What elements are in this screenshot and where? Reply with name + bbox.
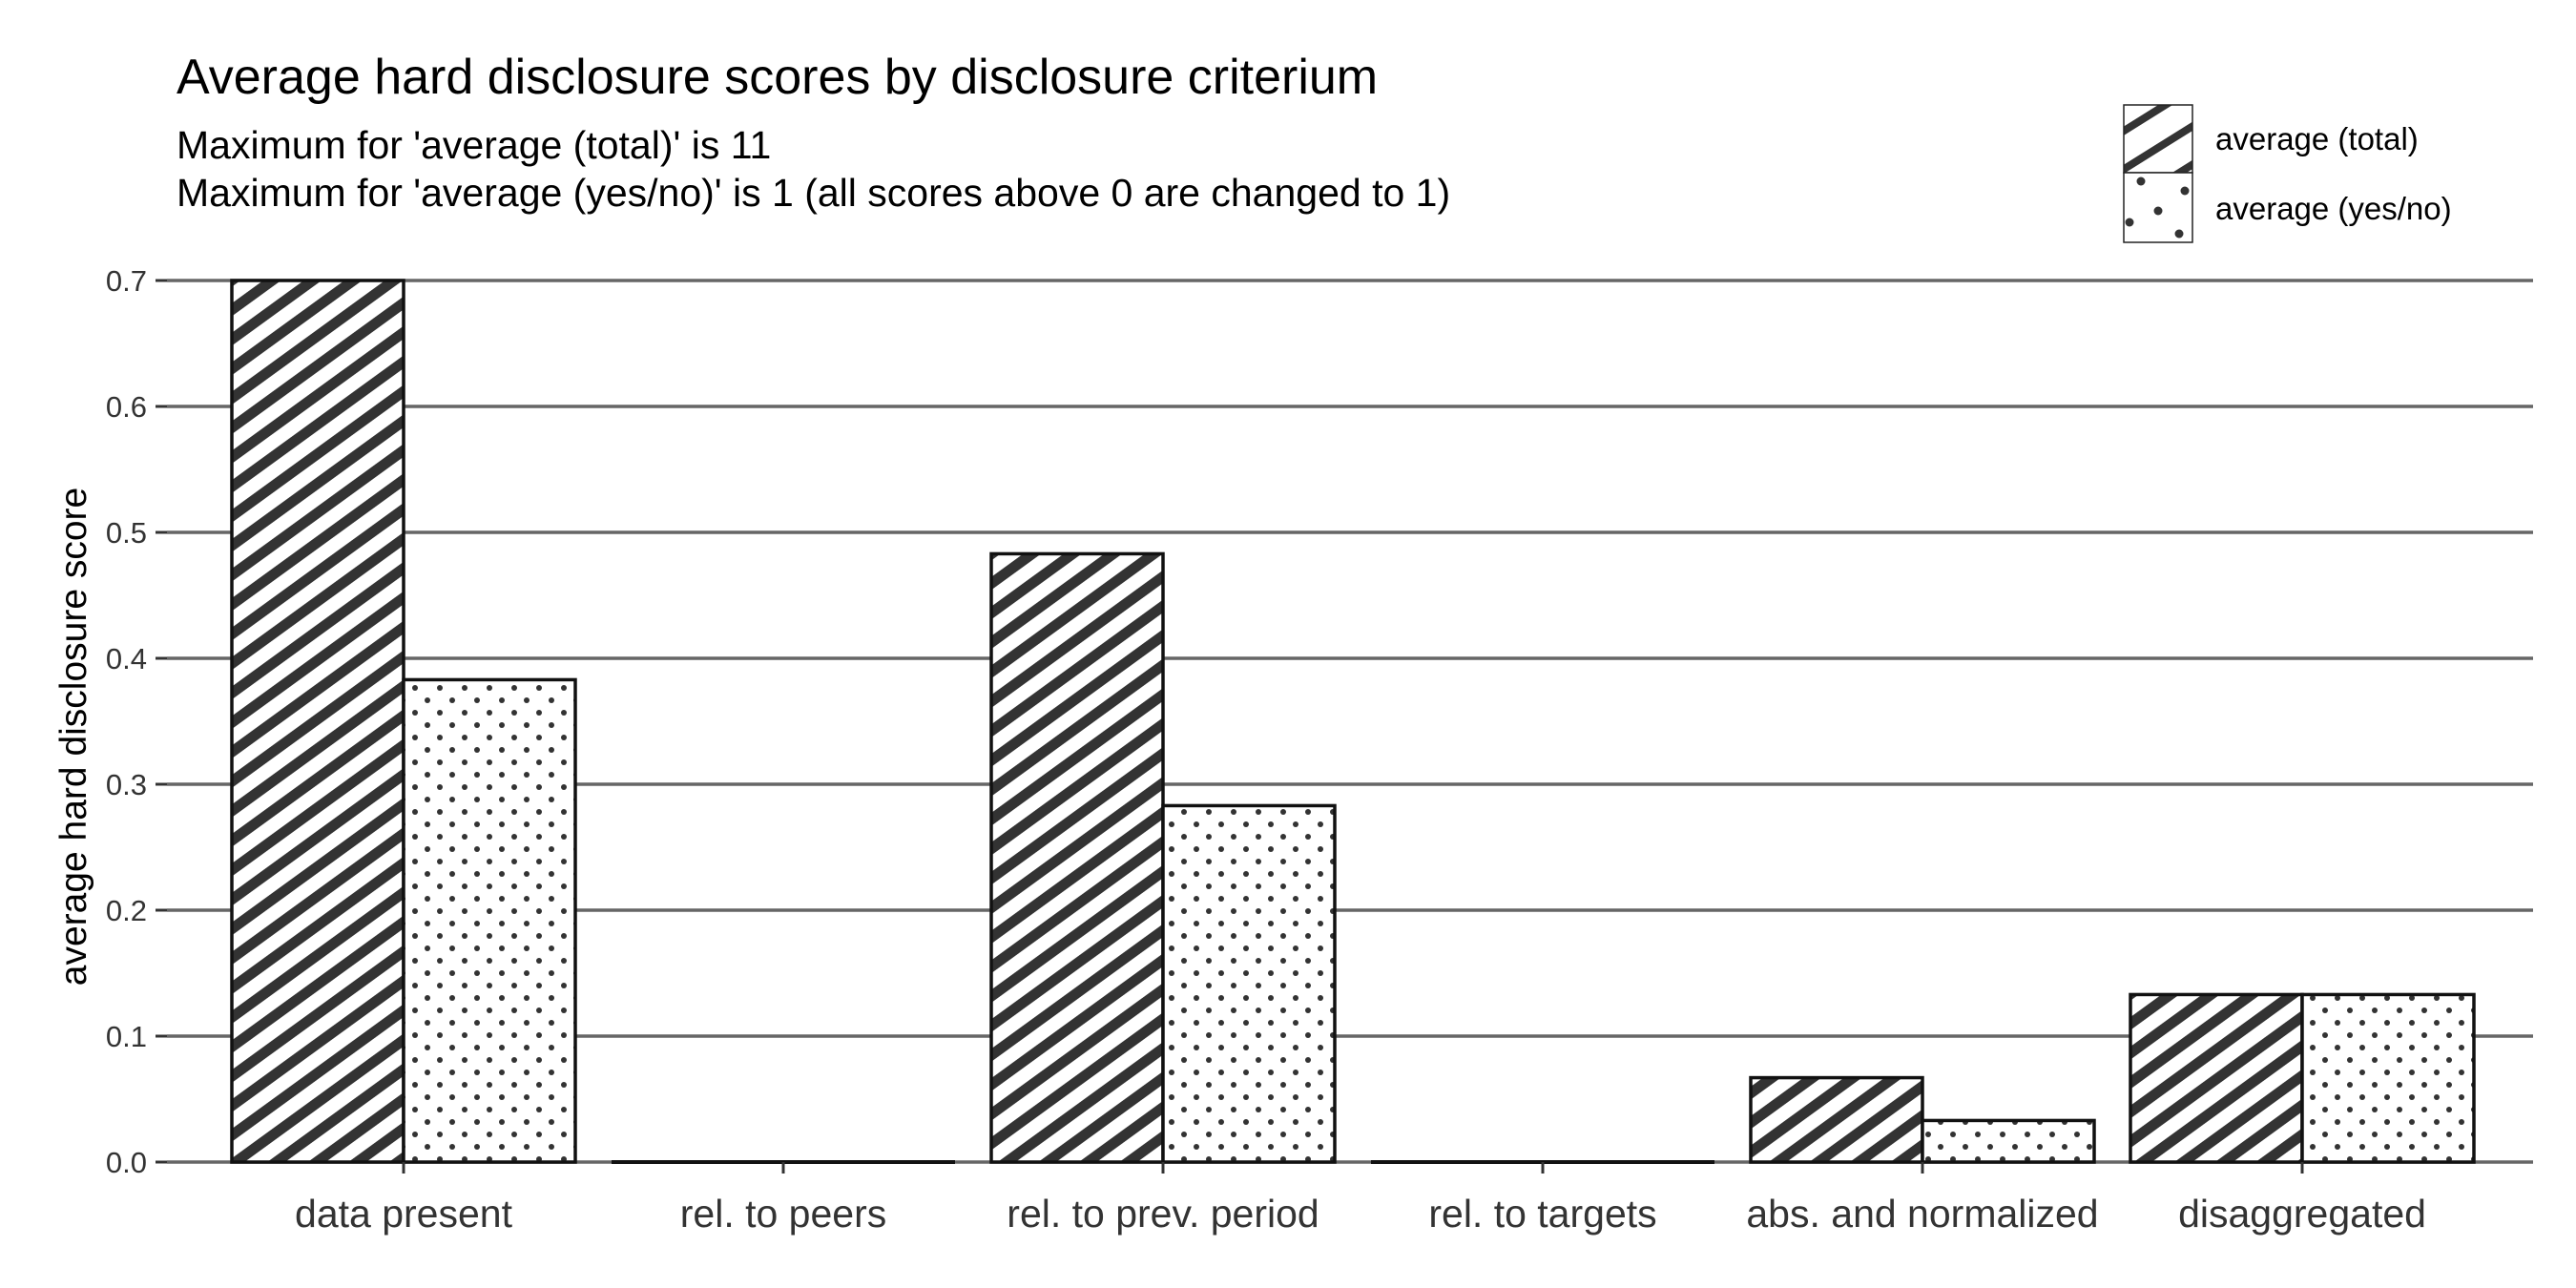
- y-axis-label: average hard disclosure score: [53, 488, 94, 986]
- y-tick-label: 0.0: [106, 1146, 147, 1179]
- x-tick-label: rel. to targets: [1428, 1192, 1656, 1236]
- legend: average (total) average (yes/no): [2123, 104, 2452, 243]
- bars: [230, 279, 2476, 1164]
- legend-swatch-dot: [2153, 206, 2163, 216]
- y-tick-label: 0.5: [106, 516, 147, 550]
- legend-swatch-dot: [2136, 177, 2146, 186]
- x-tick-label: rel. to prev. period: [1007, 1192, 1319, 1236]
- bar-average-total-rel-to-prev-period: [989, 551, 1165, 1164]
- bar-average-total-data-present: [230, 279, 405, 1164]
- legend-swatch-dot: [2180, 186, 2190, 196]
- x-axis-ticks: data present rel. to peers rel. to prev. p…: [295, 1162, 2426, 1236]
- bar-average-yes-no-rel-to-prev-period: [1161, 803, 1337, 1164]
- y-tick-label: 0.1: [106, 1020, 147, 1053]
- legend-label-average-yes-no: average (yes/no): [2215, 191, 2452, 226]
- y-tick-label: 0.7: [106, 264, 147, 298]
- x-tick-label: abs. and normalized: [1746, 1192, 2098, 1236]
- chart-subtitle-line-1: Maximum for 'average (total)' is 11: [177, 123, 771, 167]
- legend-label-average-total: average (total): [2215, 121, 2419, 156]
- chart-subtitle-line-2: Maximum for 'average (yes/no)' is 1 (all…: [177, 171, 1450, 215]
- x-tick-label: disaggregated: [2178, 1192, 2426, 1236]
- bar-average-yes-no-data-present: [402, 677, 577, 1164]
- bar-average-yes-no-abs-and-normalized: [1921, 1118, 2096, 1164]
- x-tick-label: rel. to peers: [680, 1192, 887, 1236]
- bar-average-total-abs-and-normalized: [1749, 1075, 1924, 1164]
- legend-swatch-dot: [2174, 229, 2184, 239]
- chart-title: Average hard disclosure scores by disclo…: [177, 50, 1378, 105]
- y-tick-label: 0.3: [106, 768, 147, 801]
- y-tick-label: 0.6: [106, 390, 147, 424]
- legend-swatch-average-total: [2123, 104, 2193, 174]
- x-tick-label: data present: [295, 1192, 513, 1236]
- y-axis-ticks: 0.0 0.1 0.2 0.3 0.4 0.5 0.6 0.7: [106, 264, 167, 1179]
- y-tick-label: 0.4: [106, 642, 147, 675]
- bar-average-total-disaggregated: [2129, 992, 2304, 1164]
- bar-average-yes-no-disaggregated: [2300, 992, 2476, 1164]
- y-tick-label: 0.2: [106, 894, 147, 927]
- legend-swatch-dot: [2125, 218, 2134, 227]
